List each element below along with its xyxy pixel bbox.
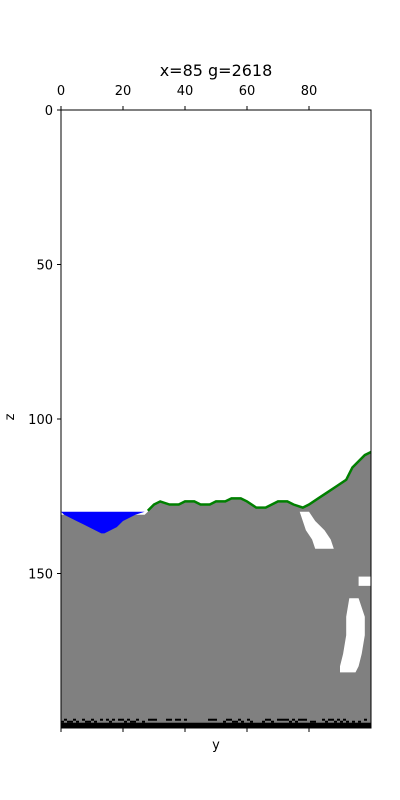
y-tick-label: 50	[36, 259, 53, 274]
bedrock-block	[127, 718, 130, 721]
bedrock-block	[292, 718, 295, 721]
bedrock-block	[238, 718, 241, 721]
bedrock-block	[133, 720, 136, 723]
bedrock-block	[265, 718, 268, 721]
bedrock-block	[268, 718, 271, 721]
bedrock-block	[166, 718, 169, 721]
bedrock-block	[313, 720, 316, 723]
bedrock-block	[73, 718, 76, 721]
bedrock-block	[61, 720, 64, 723]
bedrock-block	[82, 718, 85, 721]
cave-pocket-1	[299, 511, 334, 549]
bedrock-block	[178, 718, 181, 721]
y-tick-label: 150	[28, 568, 53, 583]
bedrock-block	[142, 720, 145, 723]
x-axis-label: y	[212, 738, 220, 753]
x-tick-label: 60	[239, 84, 256, 99]
bedrock-layer	[61, 718, 371, 728]
x-tick-label: 0	[57, 84, 65, 99]
bedrock-block	[343, 718, 346, 721]
x-tick-label: 80	[301, 84, 318, 99]
bedrock-base	[61, 722, 371, 728]
bedrock-block	[325, 720, 328, 723]
bedrock-block	[232, 720, 235, 723]
bedrock-block	[184, 718, 187, 721]
bedrock-block	[109, 720, 112, 723]
bedrock-block	[169, 718, 172, 721]
bedrock-block	[106, 718, 109, 721]
bedrock-block	[262, 720, 265, 723]
chart-title: x=85 g=2618	[160, 61, 273, 80]
y-axis-label: z	[3, 413, 18, 420]
bedrock-block	[247, 718, 250, 721]
bedrock-block	[298, 718, 301, 721]
grass-surface	[146, 450, 372, 512]
bedrock-block	[70, 720, 73, 723]
bedrock-block	[250, 720, 253, 723]
bedrock-block	[223, 720, 226, 723]
bedrock-block	[304, 718, 307, 721]
bedrock-block	[358, 720, 361, 723]
y-axis-ticks: 0 50 100 150	[28, 104, 61, 583]
x-tick-label: 40	[177, 84, 194, 99]
bedrock-block	[271, 720, 274, 723]
bedrock-block	[121, 718, 124, 721]
y-tick-label: 100	[28, 413, 53, 428]
bedrock-block	[76, 720, 79, 723]
bedrock-block	[301, 718, 304, 721]
bedrock-block	[67, 720, 70, 723]
bedrock-block	[328, 718, 331, 721]
bedrock-block	[337, 718, 340, 721]
x-axis-ticks: 0 20 40 60 80	[57, 84, 317, 110]
bedrock-block	[322, 718, 325, 721]
bedrock-block	[352, 720, 355, 723]
x-tick-label: 20	[115, 84, 132, 99]
bedrock-block	[85, 720, 88, 723]
bedrock-block	[148, 718, 151, 721]
bedrock-block	[211, 718, 214, 721]
water-body	[61, 511, 148, 534]
bedrock-block	[241, 720, 244, 723]
bedrock-block	[100, 718, 103, 721]
bedrock-block	[175, 718, 178, 721]
bedrock-block	[280, 718, 283, 721]
bedrock-block	[208, 718, 211, 721]
bedrock-block	[94, 720, 97, 723]
heatmap-area	[61, 110, 372, 728]
bedrock-block	[64, 718, 67, 721]
bedrock-block	[289, 720, 292, 723]
bedrock-block	[229, 718, 232, 721]
bedrock-block	[331, 718, 334, 721]
bedrock-block	[286, 718, 289, 721]
bedrock-block	[130, 720, 133, 723]
bedrock-block	[226, 718, 229, 721]
cave-pocket-2	[358, 576, 371, 586]
bedrock-block	[91, 718, 94, 721]
bedrock-block	[310, 720, 313, 723]
bedrock-block	[295, 720, 298, 723]
cave-pocket-3	[340, 598, 365, 673]
bedrock-block	[118, 718, 121, 721]
stone-terrain	[61, 452, 371, 728]
cave-pockets	[299, 511, 371, 673]
bedrock-block	[235, 720, 238, 723]
bedrock-block	[340, 720, 343, 723]
bedrock-block	[214, 718, 217, 721]
bedrock-block	[283, 718, 286, 721]
bedrock-block	[88, 720, 91, 723]
bedrock-block	[154, 718, 157, 721]
bedrock-block	[334, 720, 337, 723]
bedrock-block	[151, 718, 154, 721]
y-tick-label: 0	[45, 104, 53, 119]
bedrock-block	[346, 720, 349, 723]
bedrock-block	[136, 718, 139, 721]
bedrock-block	[112, 718, 115, 721]
bedrock-block	[364, 718, 367, 721]
bedrock-block	[124, 720, 127, 723]
x-axis-bottom-ticks	[60, 728, 310, 732]
bedrock-block	[277, 718, 280, 721]
